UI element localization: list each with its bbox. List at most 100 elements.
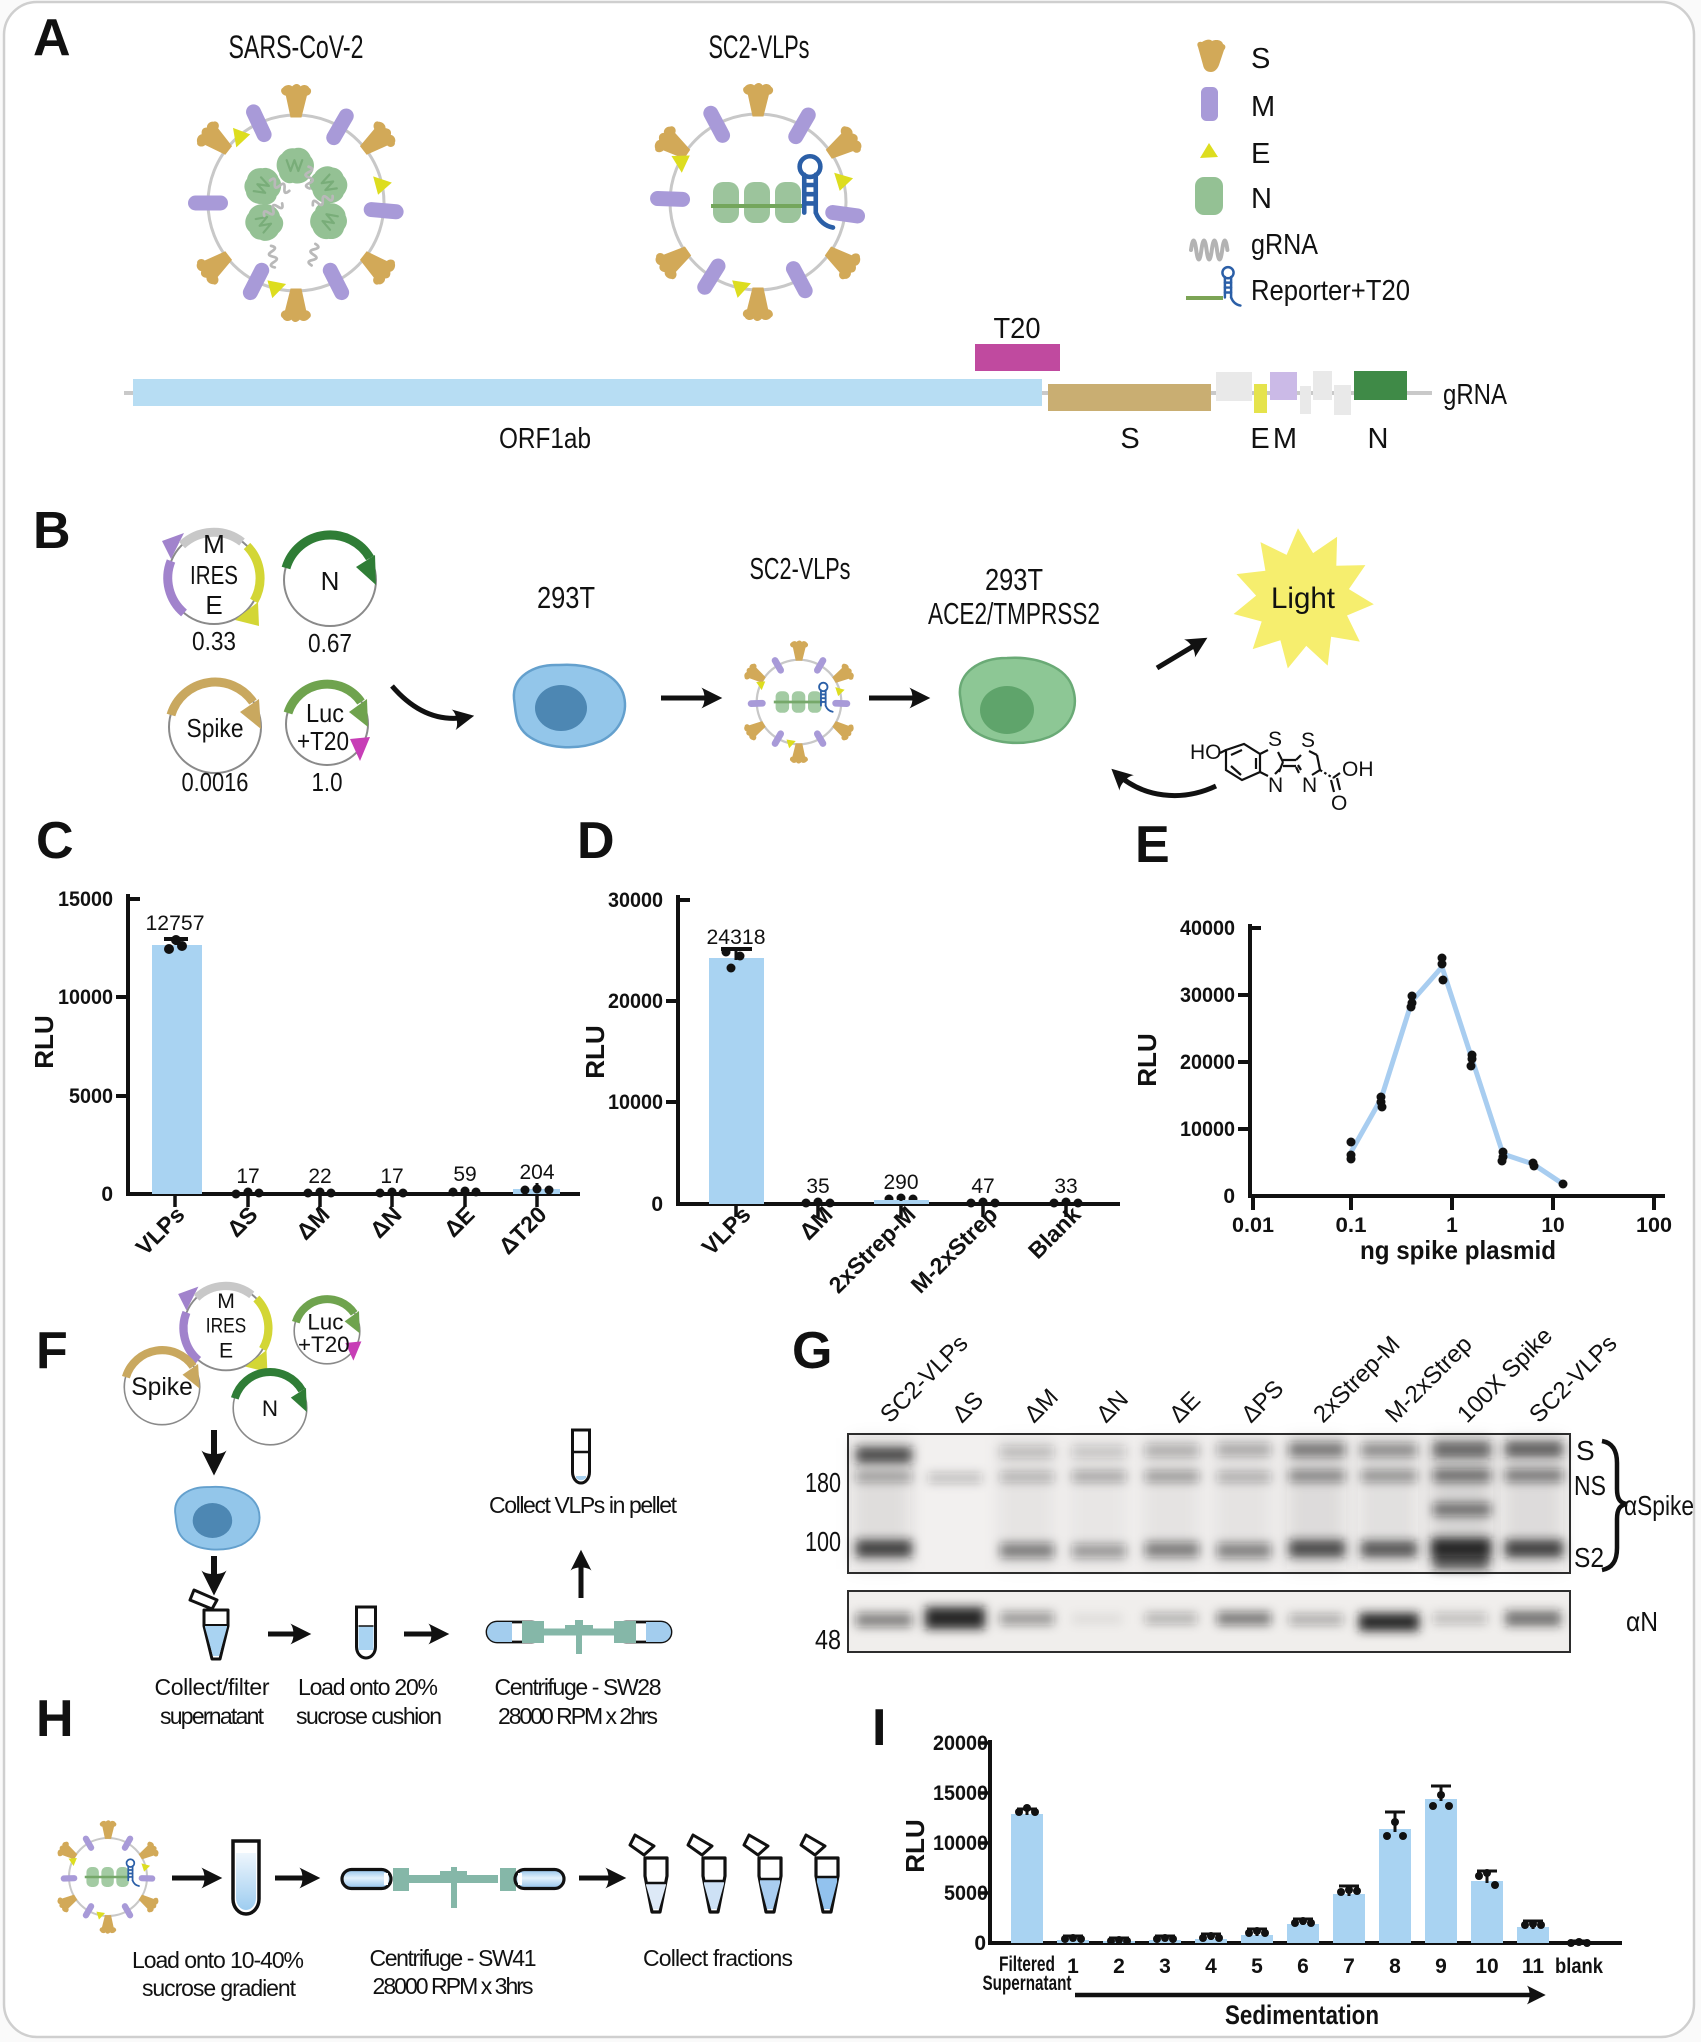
svg-text:RLU: RLU [580, 1025, 610, 1078]
svg-text:47: 47 [971, 1175, 994, 1198]
svg-text:Spike: Spike [131, 1374, 193, 1401]
svg-text:10000: 10000 [1180, 1118, 1235, 1141]
svg-text:I: I [872, 1699, 886, 1757]
svg-text:T20: T20 [994, 313, 1041, 345]
svg-text:10: 10 [1541, 1214, 1564, 1237]
svg-text:1: 1 [1446, 1214, 1458, 1237]
svg-text:Reporter+T20: Reporter+T20 [1251, 275, 1410, 307]
svg-text:E: E [219, 1339, 233, 1362]
svg-text:5000: 5000 [944, 1882, 988, 1905]
svg-text:ACE2/TMPRSS2: ACE2/TMPRSS2 [928, 596, 1100, 631]
svg-text:17: 17 [380, 1165, 403, 1188]
svg-text:SARS-CoV-2: SARS-CoV-2 [229, 29, 364, 65]
svg-text:M: M [1273, 423, 1297, 455]
svg-text:Collect/filter: Collect/filter [155, 1674, 270, 1700]
svg-text:S: S [1268, 728, 1282, 751]
svg-text:12757: 12757 [146, 912, 205, 935]
svg-text:5000: 5000 [69, 1085, 113, 1108]
svg-text:293T: 293T [537, 580, 595, 615]
svg-text:30000: 30000 [608, 889, 663, 912]
svg-text:30000: 30000 [1180, 984, 1235, 1007]
svg-text:20000: 20000 [608, 990, 663, 1013]
svg-text:N: N [321, 566, 340, 596]
svg-text:RLU: RLU [900, 1819, 930, 1872]
svg-text:28000 RPM x 3hrs: 28000 RPM x 3hrs [373, 1973, 534, 1999]
svg-text:1.0: 1.0 [312, 767, 343, 797]
svg-text:7: 7 [1343, 1955, 1355, 1978]
svg-text:0.1: 0.1 [1336, 1214, 1367, 1237]
svg-text:gRNA: gRNA [1443, 379, 1508, 411]
svg-text:9: 9 [1435, 1955, 1447, 1978]
svg-text:Filtered: Filtered [999, 1953, 1055, 1976]
svg-text:N: N [262, 1396, 278, 1421]
svg-text:293T: 293T [985, 562, 1043, 597]
svg-text:10000: 10000 [58, 986, 113, 1009]
svg-text:180: 180 [805, 1467, 841, 1498]
svg-text:0.67: 0.67 [308, 628, 352, 658]
svg-text:SC2-VLPs: SC2-VLPs [750, 551, 851, 586]
svg-text:15000: 15000 [58, 888, 113, 911]
svg-text:33: 33 [1054, 1175, 1077, 1198]
svg-text:Centrifuge - SW41: Centrifuge - SW41 [370, 1945, 537, 1971]
svg-text:RLU: RLU [29, 1015, 59, 1068]
svg-text:N: N [1368, 423, 1389, 455]
svg-text:S: S [1251, 43, 1270, 75]
svg-text:gRNA: gRNA [1251, 229, 1319, 261]
svg-text:C: C [36, 812, 74, 870]
svg-text:8: 8 [1389, 1955, 1401, 1978]
svg-text:HO: HO [1190, 741, 1222, 764]
svg-text:0: 0 [101, 1183, 113, 1206]
svg-text:28000 RPM x 2hrs: 28000 RPM x 2hrs [498, 1703, 658, 1729]
svg-text:E: E [1135, 816, 1170, 874]
svg-text:Sedimentation: Sedimentation [1225, 2000, 1379, 2030]
svg-text:D: D [577, 812, 615, 870]
svg-text:IRES: IRES [206, 1315, 246, 1338]
svg-text:6: 6 [1297, 1955, 1309, 1978]
svg-text:4: 4 [1205, 1955, 1217, 1978]
svg-text:0.33: 0.33 [192, 626, 236, 656]
svg-text:10: 10 [1475, 1955, 1498, 1978]
svg-text:204: 204 [519, 1161, 554, 1184]
svg-text:RLU: RLU [1132, 1033, 1162, 1086]
svg-text:A: A [33, 9, 71, 67]
svg-text:17: 17 [236, 1165, 259, 1188]
svg-text:blank: blank [1555, 1955, 1603, 1978]
svg-text:M: M [217, 1290, 235, 1313]
svg-text:sucrose cushion: sucrose cushion [296, 1703, 442, 1729]
svg-text:E: E [1250, 423, 1269, 455]
svg-text:Collect VLPs in pellet: Collect VLPs in pellet [489, 1492, 678, 1518]
svg-text:20000: 20000 [1180, 1051, 1235, 1074]
svg-text:OH: OH [1342, 758, 1374, 781]
svg-text:Luc: Luc [307, 1309, 343, 1334]
svg-text:+T20: +T20 [298, 1332, 350, 1357]
svg-text:Spike: Spike [187, 713, 244, 743]
svg-text:H: H [36, 1690, 74, 1748]
svg-text:αN: αN [1626, 1606, 1658, 1637]
svg-text:3: 3 [1159, 1955, 1171, 1978]
svg-text:0.0016: 0.0016 [182, 767, 249, 797]
svg-text:F: F [36, 1322, 68, 1380]
svg-text:24318: 24318 [707, 926, 766, 949]
svg-text:αSpike: αSpike [1624, 1490, 1694, 1521]
svg-text:S: S [1576, 1435, 1595, 1466]
svg-text:IRES: IRES [190, 560, 238, 590]
svg-text:+T20: +T20 [297, 726, 349, 756]
svg-text:11: 11 [1522, 1955, 1545, 1978]
svg-text:0: 0 [651, 1193, 663, 1216]
svg-text:0: 0 [974, 1932, 986, 1955]
svg-text:Collect fractions: Collect fractions [643, 1945, 793, 1971]
svg-text:10000: 10000 [933, 1832, 988, 1855]
svg-text:15000: 15000 [933, 1782, 988, 1805]
svg-text:35: 35 [806, 1175, 829, 1198]
svg-text:SC2-VLPs: SC2-VLPs [709, 29, 810, 65]
svg-text:Luc: Luc [306, 698, 344, 728]
svg-text:supernatant: supernatant [160, 1703, 265, 1729]
svg-text:S2: S2 [1574, 1542, 1604, 1573]
svg-text:22: 22 [308, 1165, 331, 1188]
svg-text:G: G [792, 1322, 832, 1380]
svg-text:0: 0 [1223, 1185, 1235, 1208]
svg-text:100: 100 [805, 1526, 841, 1557]
svg-text:0.01: 0.01 [1232, 1214, 1274, 1237]
svg-text:5: 5 [1251, 1955, 1263, 1978]
svg-text:10000: 10000 [608, 1091, 663, 1114]
